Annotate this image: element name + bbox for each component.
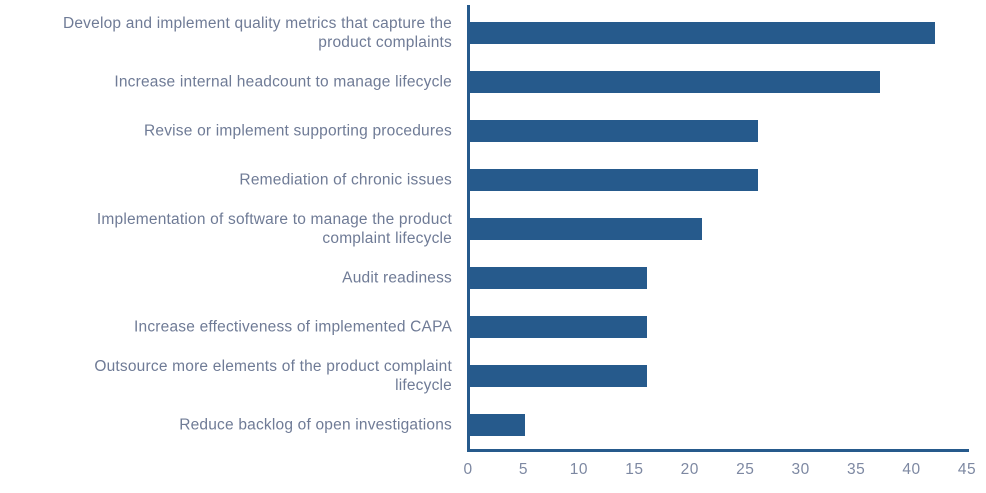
x-tick-label: 30 [791, 461, 810, 478]
bar [469, 217, 703, 240]
category-label: Reduce backlog of open investigations [179, 416, 452, 433]
x-tick-label: 45 [957, 461, 977, 478]
category-label: Develop and implement quality metrics th… [62, 14, 452, 51]
category-label: Increase effectiveness of implemented CA… [134, 318, 452, 335]
x-tick-label: 15 [625, 461, 644, 478]
category-label: Revise or implement supporting procedure… [143, 122, 452, 139]
x-axis-line [466, 449, 969, 452]
y-axis-line [466, 5, 470, 452]
x-tick-label: 25 [736, 461, 755, 478]
bar [469, 413, 525, 436]
category-label: Remediation of chronic issues [239, 171, 452, 188]
category-label: Audit readiness [342, 269, 452, 286]
x-tick-label: 5 [518, 461, 528, 478]
x-tick-label: 20 [680, 461, 699, 478]
bar [469, 315, 647, 338]
bar [469, 364, 647, 387]
category-label: Increase internal headcount to manage li… [114, 73, 452, 90]
category-label: Outsource more elements of the product c… [94, 357, 452, 394]
x-tick-label: 35 [846, 461, 866, 478]
bar [469, 266, 647, 289]
bar [469, 21, 936, 44]
x-tick-label: 40 [902, 461, 921, 478]
category-label: Implementation of software to manage the… [96, 210, 452, 247]
x-tick-label: 10 [569, 461, 588, 478]
bar [469, 119, 758, 142]
bar [469, 70, 880, 93]
x-tick-label: 0 [463, 461, 473, 478]
bar [469, 168, 758, 191]
